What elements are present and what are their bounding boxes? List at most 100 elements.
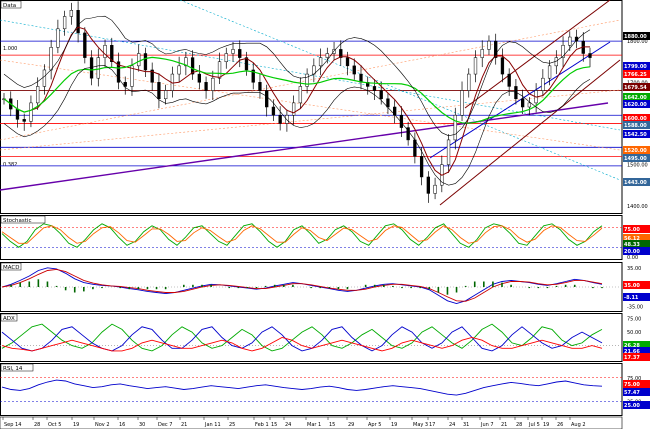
candle-body — [123, 82, 127, 87]
x-tick-label-8: 21 — [181, 422, 187, 428]
candle-body — [62, 16, 67, 30]
candle-body — [22, 119, 26, 122]
price-badge-bg-3 — [623, 83, 650, 91]
ind-2-ytick-0: 35.00 — [627, 266, 641, 272]
ind-3-badge-0: 26.28 — [624, 343, 640, 349]
candle-body — [460, 90, 464, 116]
ind-4-ytick-0: 75.00 — [627, 376, 641, 382]
ind-1-badge-bg-0 — [623, 225, 650, 233]
candle-body — [42, 69, 47, 87]
candle-body — [446, 139, 451, 165]
candle-body — [116, 61, 121, 83]
candle-body — [96, 57, 100, 79]
candle-body — [184, 57, 188, 67]
x-tick-label-26: Jul 5 — [528, 422, 540, 428]
candle-body — [76, 10, 80, 34]
candle-body — [426, 176, 430, 194]
x-tick-label-24: 21 — [501, 422, 507, 428]
price-badge-bg-9 — [623, 146, 650, 154]
candle-body — [541, 77, 545, 91]
candle-body — [238, 49, 242, 58]
candle-body — [379, 90, 383, 100]
ind-3-series-2 — [1, 337, 603, 352]
x-tick-label-3: 19 — [73, 422, 79, 428]
panel-label-1: Stochastic — [3, 218, 31, 224]
price-badge-0: 1880.00 — [624, 34, 647, 40]
x-tick-label-0: Sep 14 — [4, 422, 21, 428]
candle-body — [83, 32, 87, 58]
ind-3-series-0 — [1, 323, 603, 352]
candle-body — [433, 184, 437, 194]
candle-body — [49, 47, 53, 71]
price-badge-bg-2 — [623, 70, 650, 78]
price-badge-1: 1799.00 — [624, 64, 647, 70]
candle-body — [453, 114, 457, 141]
candle-body — [547, 65, 552, 79]
x-tick-label-22: 31 — [463, 422, 469, 428]
panel-label-3: ADX — [3, 316, 15, 322]
price-badge-8: 1542.50 — [624, 132, 647, 138]
ind-2-ytick-2: -35.00 — [627, 304, 643, 310]
candle-body — [359, 73, 363, 83]
panel-label-box-3 — [0, 313, 18, 322]
diagonal-line-1 — [0, 19, 621, 131]
x-tick-label-25: 28 — [516, 422, 522, 428]
candle-body — [197, 73, 201, 83]
price-badge-9: 1520.00 — [624, 148, 647, 154]
panel-label-box-0 — [0, 0, 22, 9]
candle-body — [494, 40, 498, 58]
x-tick-label-11: Feb 1 — [255, 422, 269, 428]
x-tick-label-29: Aug 2 — [571, 422, 586, 428]
ind-4-series-0 — [1, 379, 603, 396]
panel-frame-1 — [0, 215, 623, 260]
candle-body — [36, 86, 40, 104]
ind-1-series-1 — [1, 225, 603, 244]
candle-body — [332, 49, 336, 54]
candle-body — [487, 40, 491, 50]
price-badge-bg-6 — [623, 114, 650, 122]
candle-body — [56, 28, 60, 48]
price-badge-bg-1 — [623, 62, 650, 70]
x-tick-label-1: 28 — [34, 422, 40, 428]
candle-body — [386, 98, 390, 108]
candle-body — [339, 49, 343, 58]
candle-body — [507, 73, 511, 87]
candle-body — [251, 69, 255, 83]
ma-short-line — [3, 26, 590, 176]
candle-body — [419, 156, 424, 178]
candle-body — [110, 45, 114, 62]
ind-3-badge-bg-2 — [623, 353, 650, 361]
ind-1-badge-bg-1 — [623, 234, 650, 242]
candle-body — [224, 53, 228, 62]
ind-3-badge-1: 21.66 — [624, 349, 640, 355]
candle-body — [520, 98, 525, 108]
panel-label-box-4 — [0, 363, 34, 372]
trend-top-line — [464, 0, 611, 109]
x-tick-label-28: 26 — [557, 422, 563, 428]
candle-body — [480, 49, 484, 58]
candle-body — [130, 65, 134, 87]
x-tick-label-13: 24 — [285, 422, 291, 428]
diagonal-line-0 — [179, 0, 621, 181]
ind-4-badge-bg-1 — [623, 388, 650, 396]
candle-body — [244, 57, 249, 71]
candle-body — [217, 61, 222, 79]
price-badge-10: 1495.00 — [624, 156, 647, 162]
ind-1-badge-bg-3 — [623, 247, 650, 255]
price-badge-7: 1588.00 — [624, 123, 647, 129]
x-tick-label-15: 15 — [329, 422, 335, 428]
ind-3-badge-2: 17.37 — [624, 355, 640, 361]
diagonal-line-3 — [0, 19, 621, 141]
ind-4-badge-0: 75.00 — [624, 382, 640, 388]
candle-body — [514, 86, 518, 100]
band-upper-line — [3, 15, 591, 137]
candle-body — [278, 114, 282, 124]
candle-body — [231, 49, 235, 54]
price-badge-6: 1600.00 — [624, 116, 647, 122]
trend-lower-line — [439, 59, 621, 206]
candle-body — [467, 73, 471, 91]
x-tick-label-5: 16 — [119, 422, 125, 428]
candle-body — [345, 57, 350, 67]
candle-body — [103, 45, 107, 58]
price-badge-bg-0 — [623, 32, 650, 40]
